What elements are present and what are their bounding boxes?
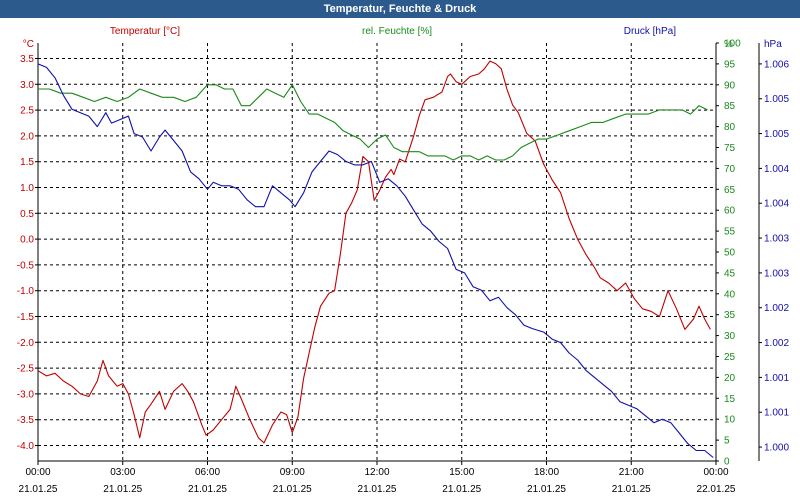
- x-date-label: 21.01.25: [19, 484, 58, 495]
- humidity-tick-label: 55: [724, 227, 736, 238]
- pressure-tick-label: 1.001: [764, 373, 789, 384]
- pressure-tick-label: 1.003: [764, 234, 789, 245]
- humidity-tick-label: 20: [724, 373, 736, 384]
- temperature-tick-label: 3.0: [20, 80, 34, 91]
- humidity-tick-label: 15: [724, 394, 736, 405]
- series: [37, 60, 714, 458]
- pressure-tick-label: 1.001: [764, 408, 789, 419]
- temperature-tick-label: 1.0: [20, 183, 34, 194]
- temperature-tick-label: -0.5: [17, 260, 35, 271]
- humidity-tick-label: 85: [724, 101, 736, 112]
- x-time-label: 15:00: [449, 467, 474, 478]
- temperature-series: [37, 60, 711, 444]
- temperature-tick-label: -2.5: [17, 364, 35, 375]
- humidity-tick-label: 65: [724, 185, 736, 196]
- x-time-label: 12:00: [364, 467, 389, 478]
- temperature-tick-label: -1.0: [17, 286, 35, 297]
- humidity-tick-label: 0: [724, 457, 730, 468]
- x-time-label: 09:00: [280, 467, 305, 478]
- x-date-label: 21.01.25: [358, 484, 397, 495]
- legend-label: rel. Feuchte [%]: [362, 26, 432, 37]
- x-time-label: 03:00: [110, 467, 135, 478]
- humidity-tick-label: 35: [724, 310, 736, 321]
- temperature-tick-label: -4.0: [17, 441, 35, 452]
- humidity-tick-label: 40: [724, 289, 736, 300]
- pressure-tick-label: 1.002: [764, 303, 789, 314]
- humidity-tick-label: 45: [724, 268, 736, 279]
- x-date-label: 21.01.25: [612, 484, 651, 495]
- humidity-series: [38, 84, 708, 161]
- x-time-label: 00:00: [703, 467, 728, 478]
- pressure-tick-label: 1.003: [764, 268, 789, 279]
- legend-label: Druck [hPa]: [624, 26, 676, 37]
- x-date-label: 21.01.25: [273, 484, 312, 495]
- pressure-tick-label: 1.004: [764, 164, 789, 175]
- x-date-label: 21.01.25: [188, 484, 227, 495]
- humidity-tick-label: 25: [724, 352, 736, 363]
- humidity-tick-label: 75: [724, 143, 736, 154]
- pressure-tick-label: 1.005: [764, 94, 789, 105]
- temperature-tick-label: -1.5: [17, 312, 35, 323]
- x-date-label: 22.01.25: [697, 484, 736, 495]
- temperature-tick-label: 2.5: [20, 106, 34, 117]
- temperature-tick-label: 1.5: [20, 157, 34, 168]
- humidity-tick-label: 60: [724, 206, 736, 217]
- window-title: Temperatur, Feuchte & Druck: [323, 3, 477, 15]
- temperature-tick-label: 0.0: [20, 235, 34, 246]
- humidity-tick-label: 80: [724, 122, 736, 133]
- title-bar: Temperatur, Feuchte & Druck: [0, 0, 800, 18]
- x-date-label: 21.01.25: [103, 484, 142, 495]
- x-date-label: 21.01.25: [442, 484, 481, 495]
- humidity-tick-label: 100: [724, 39, 741, 50]
- pressure-tick-label: 1.006: [764, 59, 789, 70]
- axes: [35, 42, 762, 465]
- humidity-tick-label: 10: [724, 415, 736, 426]
- labels: 3.5 3.0 2.5 2.0 1.5 1.0 0.5 0.0 -0.5 -1.0 -1.5 -2.0…: [17, 26, 790, 495]
- humidity-tick-label: 5: [724, 436, 730, 447]
- legend-label: Temperatur [°C]: [110, 26, 180, 37]
- pressure-tick-label: 1.005: [764, 129, 789, 140]
- chart: 3.5 3.0 2.5 2.0 1.5 1.0 0.5 0.0 -0.5 -1.0 -1.5 -2.0…: [17, 26, 790, 495]
- temperature-unit-label: °C: [23, 39, 34, 50]
- pressure-tick-label: 1.002: [764, 338, 789, 349]
- humidity-tick-label: 50: [724, 248, 736, 259]
- temperature-tick-label: -2.0: [17, 338, 35, 349]
- temperature-tick-label: -3.5: [17, 415, 35, 426]
- humidity-tick-label: 90: [724, 80, 736, 91]
- humidity-unit-label: %: [724, 39, 733, 50]
- temperature-tick-label: 0.5: [20, 209, 34, 220]
- temperature-tick-label: 2.0: [20, 131, 34, 142]
- temperature-tick-label: 3.5: [20, 54, 34, 65]
- humidity-tick-label: 70: [724, 164, 736, 175]
- pressure-series: [37, 63, 714, 458]
- pressure-tick-label: 1.004: [764, 199, 789, 210]
- grid: [38, 43, 716, 461]
- x-time-label: 00:00: [25, 467, 50, 478]
- temperature-tick-label: -3.0: [17, 389, 35, 400]
- x-date-label: 21.01.25: [527, 484, 566, 495]
- pressure-tick-label: 1.000: [764, 443, 789, 454]
- pressure-unit-label: hPa: [764, 39, 782, 50]
- humidity-tick-label: 95: [724, 59, 736, 70]
- x-time-label: 06:00: [195, 467, 220, 478]
- x-time-label: 21:00: [619, 467, 644, 478]
- x-time-label: 18:00: [534, 467, 559, 478]
- humidity-tick-label: 30: [724, 331, 736, 342]
